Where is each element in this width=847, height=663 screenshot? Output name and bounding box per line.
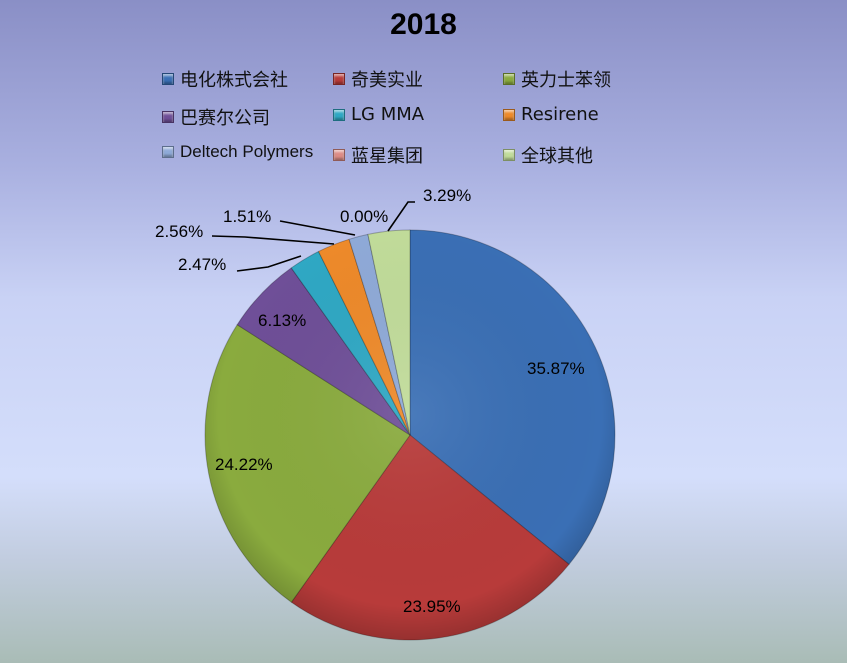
- legend-swatch-icon: [503, 73, 515, 85]
- legend-swatch-icon: [162, 73, 174, 85]
- legend-label: 电化株式会社: [180, 70, 288, 91]
- legend-item: 英力士苯领: [503, 66, 611, 92]
- legend-label: 英力士苯领: [521, 70, 611, 91]
- legend-item: LG MMA: [333, 104, 424, 125]
- legend-label: Resirene: [521, 104, 599, 125]
- leader-line: [211, 235, 335, 245]
- legend-swatch-icon: [162, 111, 174, 123]
- legend-label: 蓝星集团: [351, 146, 423, 167]
- legend-swatch-icon: [333, 73, 345, 85]
- data-label: 3.29%: [423, 186, 471, 205]
- legend-swatch-icon: [333, 108, 345, 121]
- data-label: 2.56%: [155, 222, 203, 241]
- data-label: 23.95%: [403, 597, 461, 616]
- legend-label: Deltech Polymers: [180, 142, 314, 161]
- legend-label: 全球其他: [521, 146, 593, 167]
- leader-line: [279, 220, 356, 236]
- legend-item: Resirene: [503, 104, 599, 125]
- chart-title: 2018: [390, 8, 457, 41]
- legend-item: Deltech Polymers: [162, 142, 313, 162]
- legend-swatch-icon: [503, 149, 515, 161]
- data-label: 0.00%: [340, 207, 388, 226]
- legend-swatch-icon: [162, 146, 174, 158]
- data-label: 6.13%: [258, 311, 306, 330]
- legend-label: LG MMA: [351, 104, 425, 125]
- legend-item: 巴赛尔公司: [162, 104, 270, 130]
- leader-line: [387, 201, 415, 232]
- leader-line: [236, 255, 302, 272]
- data-label: 24.22%: [215, 455, 273, 474]
- legend-item: 蓝星集团: [333, 142, 423, 168]
- legend-item: 电化株式会社: [162, 66, 288, 92]
- legend-item: 奇美实业: [333, 66, 423, 92]
- legend-label: 奇美实业: [351, 70, 423, 91]
- data-label: 35.87%: [527, 359, 585, 378]
- data-label: 1.51%: [223, 207, 271, 226]
- data-label: 2.47%: [178, 255, 226, 274]
- legend-swatch-icon: [333, 149, 345, 161]
- legend-label: 巴赛尔公司: [180, 108, 270, 129]
- legend-swatch-icon: [503, 108, 515, 121]
- legend-item: 全球其他: [503, 142, 593, 168]
